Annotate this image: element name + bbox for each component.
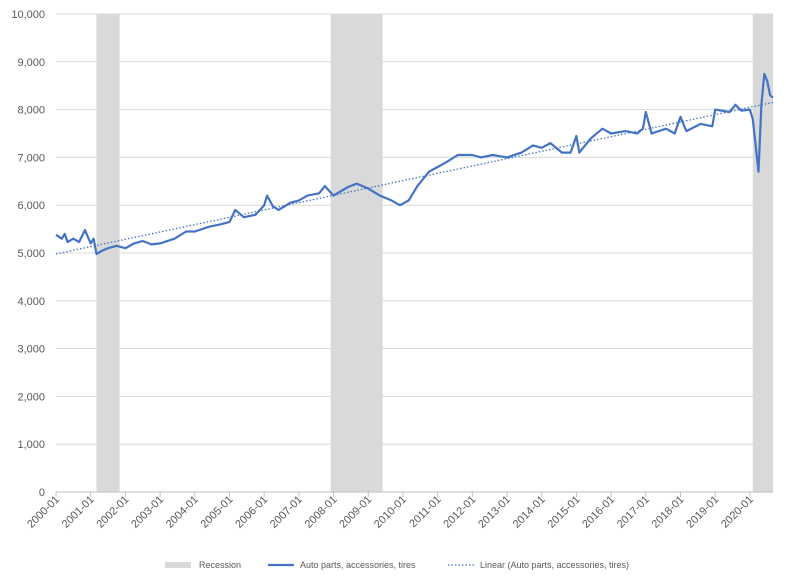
legend-swatch-recession [165,562,191,568]
x-tick-label: 2011-01 [407,494,443,530]
y-tick-labels: 0 1,000 2,000 3,000 4,000 5,000 6,000 7,000 8,00… [11,9,45,499]
x-tick-label: 2010-01 [372,494,409,531]
x-tick-label: 2008-01 [303,494,340,531]
gridlines [56,13,773,445]
x-tick-label: 2020-01 [719,494,756,531]
x-tick-label: 2014-01 [511,494,548,531]
legend-label: Recession [199,560,241,570]
x-tick-label: 2012-01 [441,494,478,531]
y-tick-label: 9,000 [17,57,45,69]
y-tick-label: 0 [39,487,45,499]
x-tick-label: 2003-01 [129,494,166,531]
x-tick-label: 2000-01 [25,494,62,531]
x-tick-label: 2001-01 [60,494,97,531]
legend-label: Auto parts, accessories, tires [300,560,416,570]
y-tick-label: 3,000 [17,344,45,356]
y-tick-label: 4,000 [17,296,45,308]
y-tick-label: 10,000 [11,9,45,21]
x-tick-label: 2017-01 [615,494,652,531]
trendline [55,101,774,255]
trendline-layer [55,101,774,255]
y-tick-label: 1,000 [17,439,45,451]
legend: Recession Auto parts, accessories, tires L… [165,560,629,570]
series-line-0 [55,72,774,256]
x-tick-label: 2015-01 [545,494,582,531]
series-layer [55,72,774,256]
x-tick-label: 2005-01 [199,494,236,531]
x-tick-label: 2013-01 [476,494,513,531]
y-tick-label: 7,000 [17,152,45,164]
x-tick-label: 2002-01 [94,494,131,531]
x-tick-label: 2007-01 [268,494,305,531]
x-tick-labels: 2000-012001-012002-012003-012004-012005-… [25,494,756,531]
y-tick-label: 5,000 [17,248,45,260]
x-tick-label: 2019-01 [684,494,721,531]
x-tick-label: 2006-01 [233,494,270,531]
axes [55,491,773,497]
y-tick-label: 6,000 [17,200,45,212]
legend-label: Linear (Auto parts, accessories, tires) [480,560,629,570]
x-tick-label: 2009-01 [337,494,374,531]
y-tick-label: 2,000 [17,391,45,403]
y-tick-label: 8,000 [17,105,45,117]
x-tick-label: 2004-01 [164,494,201,531]
x-tick-label: 2018-01 [650,494,687,531]
x-tick-label: 2016-01 [580,494,617,531]
